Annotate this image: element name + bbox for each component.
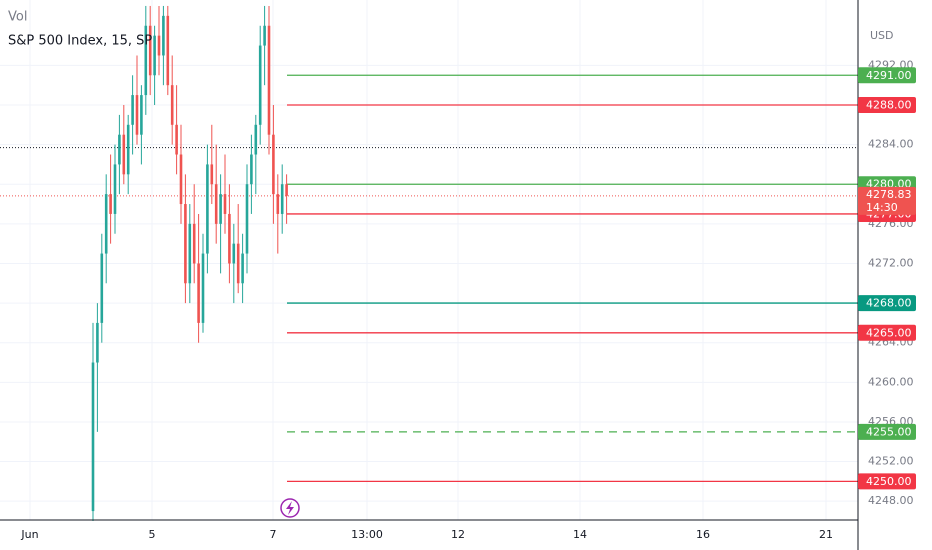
x-tick-label: 21 — [819, 528, 833, 541]
candle-body — [162, 15, 165, 56]
candle-body — [192, 223, 196, 264]
level-label-bg — [858, 473, 916, 490]
candle-body — [232, 243, 236, 264]
level-label-bg — [858, 67, 916, 84]
countdown-label: 14:30 — [866, 201, 898, 214]
candle-body — [166, 15, 170, 86]
candle-body — [126, 124, 130, 175]
x-tick-label: 7 — [270, 528, 277, 541]
level-label: 4255.00 — [866, 425, 912, 438]
candle-body — [219, 194, 222, 224]
candle-body — [228, 213, 231, 264]
candle-body — [272, 134, 275, 195]
candle-body — [245, 184, 249, 254]
candle-body — [241, 253, 244, 284]
candle-body — [258, 45, 262, 125]
candle-body — [201, 253, 205, 323]
candle-body — [214, 184, 218, 224]
candle-body — [285, 184, 288, 196]
candle-body — [144, 25, 148, 96]
y-tick-label: 4252.00 — [868, 455, 914, 468]
candle-body — [122, 134, 126, 175]
x-tick-label: Jun — [20, 528, 38, 541]
level-label: 4250.00 — [866, 475, 912, 488]
candle-body — [109, 194, 112, 214]
price-label: 4278.83 — [866, 188, 912, 201]
candle-body — [140, 95, 143, 135]
x-tick-label: 12 — [451, 528, 465, 541]
candle-body — [197, 263, 200, 323]
currency-label: USD — [870, 29, 894, 42]
candle-body — [276, 194, 280, 214]
y-tick-label: 4260.00 — [868, 375, 914, 388]
candle-body — [263, 25, 266, 46]
candle-body — [170, 85, 174, 125]
candle-body — [236, 243, 240, 284]
candle-body — [280, 184, 284, 214]
candle-body — [206, 164, 209, 254]
candle-body — [223, 194, 227, 214]
price-label-bg — [858, 186, 916, 215]
level-label-bg — [858, 324, 916, 341]
candle-body — [157, 35, 161, 56]
level-label-bg — [858, 96, 916, 113]
candle-body — [254, 124, 258, 155]
level-label: 4265.00 — [866, 326, 912, 339]
candle-body — [135, 95, 139, 135]
level-label-bg — [858, 423, 916, 440]
chart-title[interactable]: S&P 500 Index, 15, SP — [8, 34, 152, 49]
level-label: 4288.00 — [866, 98, 912, 111]
level-label: 4291.00 — [866, 69, 912, 82]
y-tick-label: 4284.00 — [868, 138, 914, 151]
candle-body — [188, 223, 192, 284]
candle-body — [267, 25, 271, 135]
candle-body — [113, 164, 117, 214]
y-tick-label: 4248.00 — [868, 494, 914, 507]
candle-body — [179, 154, 183, 205]
y-tick-label: 4272.00 — [868, 256, 914, 269]
candle-body — [148, 25, 152, 76]
x-tick-label: 13:00 — [351, 528, 383, 541]
candle-body — [153, 35, 156, 76]
level-label-bg — [858, 295, 916, 312]
replay-icon[interactable] — [280, 498, 300, 518]
x-tick-label: 5 — [149, 528, 156, 541]
candle-body — [118, 134, 121, 165]
candle-body — [100, 253, 104, 323]
candle-body — [175, 124, 178, 155]
candle-body — [104, 194, 108, 254]
candle-body — [210, 164, 214, 185]
candle-body — [91, 362, 95, 512]
level-label: 4268.00 — [866, 297, 912, 310]
indicator-label[interactable]: Vol — [8, 10, 27, 25]
x-tick-label: 16 — [696, 528, 710, 541]
candle-body — [250, 154, 253, 185]
candle-body — [184, 204, 187, 284]
x-tick-label: 14 — [573, 528, 587, 541]
candle-body — [96, 322, 99, 363]
candle-body — [131, 95, 134, 125]
